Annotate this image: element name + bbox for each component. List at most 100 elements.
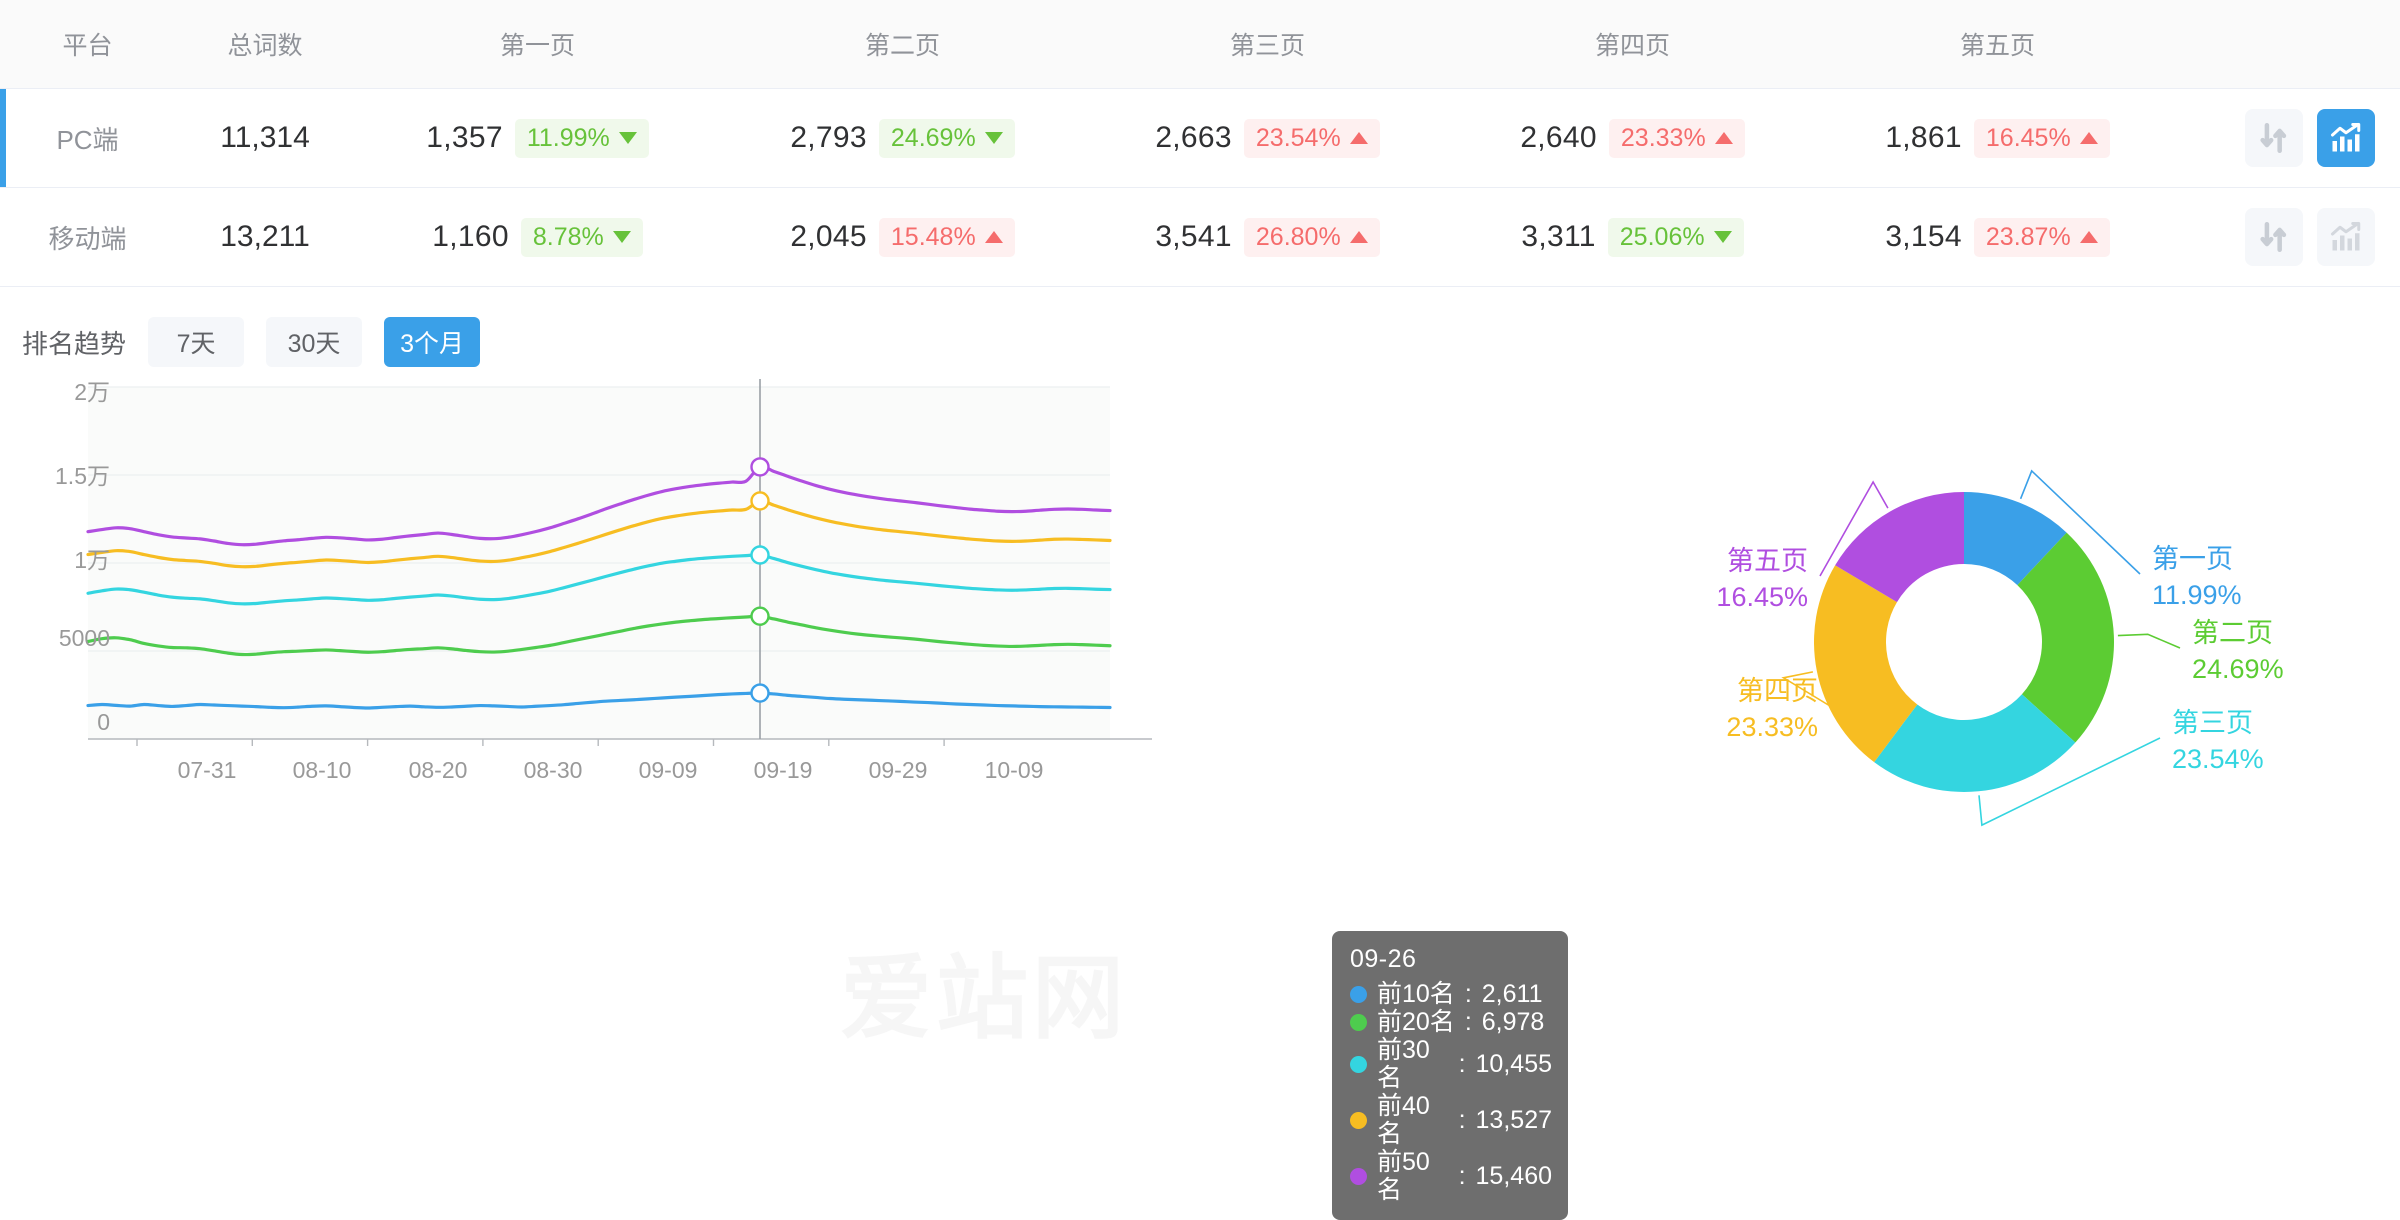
trend-chart-icon-button[interactable] <box>2317 208 2375 266</box>
table-body: PC端 11,314 1,357 11.99% <box>0 88 2400 287</box>
donut-slice-value: 24.69% <box>2192 654 2284 684</box>
page-count: 1,861 <box>1885 121 1962 154</box>
cell-total: 11,314 <box>175 88 355 188</box>
arrow-up-icon <box>1349 231 1368 243</box>
donut-slice-label: 第五页 <box>1727 546 1808 576</box>
donut-chart-svg: 第一页 11.99% 第二页 24.69% 第三页 23.54% 第四页 23.33% 第五页 1… <box>1716 469 2284 827</box>
arrow-down-icon <box>1713 231 1732 243</box>
row-selected-accent <box>0 89 6 187</box>
trend-chart-icon-button[interactable] <box>2317 109 2375 167</box>
rank-trend-line-chart[interactable]: 爱站网 2万 1.5万 1万 5000 0 07-31 08-10 08-20 … <box>0 249 1620 1220</box>
delta-value: 24.69% <box>890 123 976 152</box>
page-count: 3,311 <box>1521 220 1596 253</box>
delta-value: 25.06% <box>1619 222 1705 251</box>
tooltip-item: 前10名: 2,611 <box>1350 980 1552 1008</box>
tooltip-series-value: 13,527 <box>1475 1106 1552 1134</box>
x-tick-label: 09-29 <box>868 757 928 783</box>
range-30-days[interactable]: 30天 <box>266 317 363 367</box>
x-tick-label: 10-09 <box>984 757 1044 783</box>
delta-badge: 11.99% <box>514 118 649 158</box>
series-color-dot <box>1350 985 1367 1003</box>
sort-icon-button[interactable] <box>2245 109 2303 167</box>
delta-value: 11.99% <box>526 123 610 152</box>
donut-slice-label: 第二页 <box>2192 618 2273 648</box>
delta-value: 23.33% <box>1620 123 1706 152</box>
trend-chart-icon <box>2331 222 2361 251</box>
donut-slice-value: 11.99% <box>2152 580 2242 610</box>
page-count: 1,160 <box>432 220 509 253</box>
tooltip-series-name: 前10名 <box>1377 980 1455 1008</box>
arrow-up-icon <box>2079 231 2098 243</box>
cell-page-1: 1,160 8.78% <box>355 187 720 287</box>
line-chart-svg <box>86 249 1152 746</box>
page-count: 2,663 <box>1155 121 1232 154</box>
arrow-up-icon <box>1349 132 1368 144</box>
tooltip-item: 前30名: 10,455 <box>1350 1036 1552 1092</box>
cell-platform: PC端 <box>0 88 175 188</box>
table-row[interactable]: PC端 11,314 1,357 11.99% <box>0 88 2400 188</box>
th-actions <box>2180 0 2400 89</box>
arrow-up-icon <box>2079 132 2098 144</box>
y-tick-label: 5000 <box>58 625 110 651</box>
sort-icon <box>2260 221 2287 253</box>
arrow-up-icon <box>1714 132 1733 144</box>
trend-toolbar: 排名趋势 7天 30天 3个月 <box>0 305 2400 379</box>
arrow-down-icon <box>618 132 637 144</box>
tooltip-series-value: 15,460 <box>1475 1162 1552 1190</box>
trend-title: 排名趋势 <box>22 328 127 359</box>
watermark: 爱站网 <box>840 924 1128 1057</box>
th-page-3: 第三页 <box>1085 0 1450 89</box>
page-count: 3,541 <box>1155 220 1232 253</box>
th-page-1: 第一页 <box>355 0 720 89</box>
tooltip-series-name: 前20名 <box>1377 1008 1455 1036</box>
delta-badge: 25.06% <box>1607 217 1744 257</box>
cell-page-4: 2,640 23.33% <box>1450 88 1815 188</box>
delta-badge: 23.33% <box>1608 118 1745 158</box>
tooltip-date: 09-26 <box>1350 945 1417 973</box>
arrow-down-icon <box>612 231 631 243</box>
delta-value: 26.80% <box>1255 222 1341 251</box>
table-row[interactable]: 移动端 13,211 1,160 8.78% <box>0 187 2400 287</box>
tooltip-series-name: 前30名 <box>1377 1036 1430 1092</box>
delta-value: 23.54% <box>1255 123 1341 152</box>
delta-badge: 24.69% <box>878 118 1015 158</box>
delta-badge: 23.54% <box>1243 118 1380 158</box>
delta-value: 16.45% <box>1985 123 2071 152</box>
sort-icon-button[interactable] <box>2245 208 2303 266</box>
delta-value: 8.78% <box>532 222 604 251</box>
th-page-2: 第二页 <box>720 0 1085 89</box>
range-3-months[interactable]: 3个月 <box>384 317 481 367</box>
total-count: 13,211 <box>220 220 310 253</box>
table-header: 平台 总词数 第一页 第二页 第三页 第四页 第五页 <box>0 0 2400 89</box>
donut-slice-label: 第四页 <box>1737 676 1818 706</box>
series-color-dot <box>1350 1055 1367 1073</box>
cell-page-5: 3,154 23.87% <box>1815 187 2180 287</box>
x-tick-label: 07-31 <box>177 757 237 783</box>
y-tick-label: 1.5万 <box>55 463 110 489</box>
tooltip-series-value: 6,978 <box>1481 1008 1545 1036</box>
tooltip-item: 前20名: 6,978 <box>1350 1008 1552 1036</box>
delta-badge: 26.80% <box>1243 217 1380 257</box>
page-count: 3,154 <box>1885 220 1962 253</box>
cell-page-2: 2,793 24.69% <box>720 88 1085 188</box>
sort-icon <box>2260 122 2287 154</box>
trend-chart-icon <box>2331 123 2361 152</box>
x-tick-label: 08-10 <box>292 757 352 783</box>
delta-badge: 23.87% <box>1973 217 2110 257</box>
y-tick-label: 1万 <box>74 547 110 573</box>
cell-page-5: 1,861 16.45% <box>1815 88 2180 188</box>
platform-label: PC端 <box>56 124 119 155</box>
cell-total: 13,211 <box>175 187 355 287</box>
tooltip-series-value: 2,611 <box>1481 980 1543 1008</box>
th-total: 总词数 <box>175 0 355 89</box>
donut-slice-value: 16.45% <box>1716 582 1808 612</box>
cell-page-3: 3,541 26.80% <box>1085 187 1450 287</box>
range-7-days[interactable]: 7天 <box>148 317 245 367</box>
cell-page-3: 2,663 23.54% <box>1085 88 1450 188</box>
charts-area: 爱站网 2万 1.5万 1万 5000 0 07-31 08-10 08-20 … <box>0 249 2400 1220</box>
y-tick-label: 0 <box>97 709 110 735</box>
page-count: 2,045 <box>790 220 867 253</box>
delta-value: 15.48% <box>890 222 976 251</box>
page-distribution-donut-chart[interactable]: 第一页 11.99% 第二页 24.69% 第三页 23.54% 第四页 23.33% 第五页 1… <box>1620 379 2400 1059</box>
x-tick-label: 08-20 <box>408 757 468 783</box>
